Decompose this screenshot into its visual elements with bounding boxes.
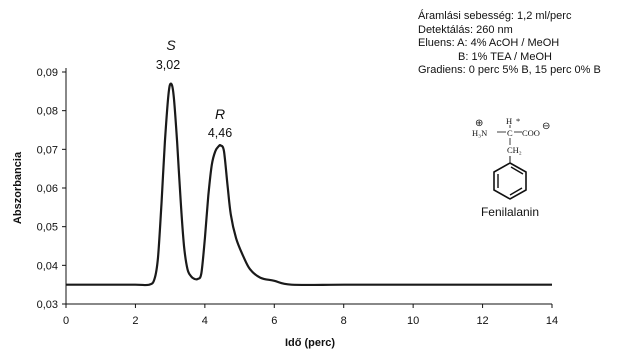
y-axis-label: Abszorbancia: [12, 151, 24, 224]
carboxylate-group: COO: [522, 128, 540, 138]
x-tick-label: 4: [202, 315, 208, 327]
peak-value-s: 3,02: [156, 58, 180, 72]
hydrogen-atom: H: [506, 116, 512, 126]
x-axis-label: Idő (perc): [285, 337, 335, 349]
eluent-b-text: B: 1% TEA / MeOH: [458, 50, 552, 63]
x-tick-label: 14: [546, 315, 558, 327]
chart-series: [65, 82, 552, 287]
y-tick-label: 0,04: [37, 260, 58, 272]
y-tick-label: 0,08: [37, 106, 58, 118]
y-tick-label: 0,07: [37, 144, 58, 156]
x-tick-label: 6: [271, 315, 277, 327]
plus-charge: ⊕: [475, 118, 483, 129]
minus-charge: ⊖: [542, 121, 550, 132]
peak-value-r: 4,46: [208, 126, 232, 140]
gradient-text: Gradiens: 0 perc 5% B, 15 perc 0% B: [418, 64, 601, 76]
x-tick-labels: 0 2 4 6 8 10 12 14: [63, 315, 558, 327]
y-tick-label: 0,09: [37, 67, 58, 79]
eluent-a-text: Eluens: A: 4% AcOH / MeOH: [418, 37, 560, 49]
x-tick-label: 10: [407, 315, 419, 327]
y-tick-label: 0,05: [37, 222, 58, 234]
benzene-ring: [493, 162, 527, 200]
chart-axes: [62, 68, 553, 308]
x-tick-label: 12: [476, 315, 488, 327]
method-info-panel: Áramlási sebesség: 1,2 ml/perc Detektálá…: [418, 10, 601, 78]
chiral-star: *: [516, 116, 520, 126]
y-tick-label: 0,06: [37, 183, 58, 195]
phenylalanine-structure: ⊕ H₃N H * C COO ⊖ CH₂ Fenilalanin: [472, 116, 550, 219]
peak-label-r: R: [215, 106, 225, 122]
ring-double-bond-1: [510, 166, 524, 175]
ring-double-bond-2: [509, 187, 523, 196]
peak-label-s: S: [166, 37, 176, 53]
methylene-group: CH₂: [507, 145, 522, 155]
carbon-atom: C: [507, 128, 513, 138]
chromatogram-line: [65, 82, 552, 287]
amine-group: H₃N: [472, 128, 487, 138]
flow-rate-text: Áramlási sebesség: 1,2 ml/perc: [418, 10, 572, 22]
x-tick-label: 2: [132, 315, 138, 327]
x-tick-label: 0: [63, 315, 69, 327]
y-tick-label: 0,03: [37, 299, 58, 311]
detection-text: Detektálás: 260 nm: [418, 23, 513, 36]
compound-name: Fenilalanin: [481, 205, 539, 219]
y-tick-labels: 0,03 0,04 0,05 0,06 0,07 0,08 0,09: [37, 67, 58, 311]
x-tick-label: 8: [341, 315, 347, 327]
